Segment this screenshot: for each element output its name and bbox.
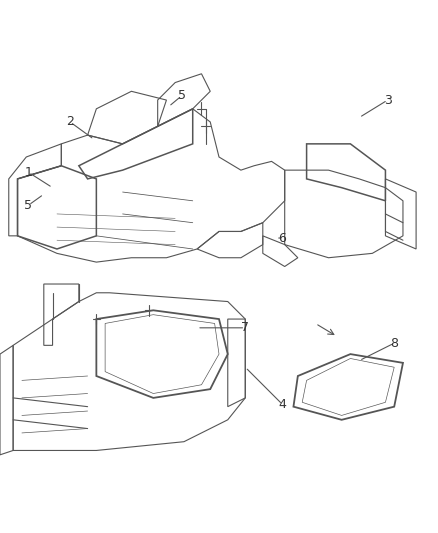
Text: 5: 5 bbox=[178, 89, 186, 102]
Text: 2: 2 bbox=[66, 116, 74, 128]
Text: 3: 3 bbox=[384, 94, 392, 107]
Text: 7: 7 bbox=[241, 321, 249, 334]
Text: 6: 6 bbox=[279, 231, 286, 245]
Text: 4: 4 bbox=[279, 398, 286, 411]
Text: 1: 1 bbox=[25, 166, 32, 179]
Text: 5: 5 bbox=[25, 199, 32, 212]
Text: 8: 8 bbox=[390, 337, 398, 350]
